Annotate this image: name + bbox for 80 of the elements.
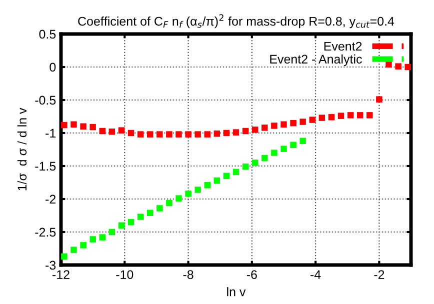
point — [232, 129, 240, 136]
point — [80, 242, 86, 248]
y-tick-label: -2.5 — [35, 228, 56, 237]
point — [194, 186, 201, 193]
x-tick-label: -4 — [310, 270, 321, 279]
y-tick-label: -1.5 — [35, 162, 56, 171]
point — [395, 63, 402, 70]
point — [300, 138, 306, 144]
point — [90, 236, 96, 242]
point — [356, 112, 364, 118]
point — [280, 121, 287, 128]
point — [194, 131, 201, 138]
point — [223, 130, 230, 136]
x-tick-label: -10 — [116, 270, 134, 280]
point — [185, 190, 192, 197]
point — [108, 128, 116, 135]
point — [242, 164, 249, 170]
point — [290, 120, 296, 126]
point — [347, 112, 354, 118]
y-axis-title: 1/σ d σ / d ln v — [17, 108, 27, 190]
point — [252, 126, 258, 133]
point — [280, 146, 287, 152]
point — [90, 124, 96, 130]
point — [156, 205, 163, 212]
point — [328, 114, 335, 120]
point — [232, 168, 240, 176]
point — [376, 96, 382, 102]
x-tick-label: -2 — [374, 270, 384, 279]
point — [137, 214, 144, 220]
point — [204, 131, 210, 138]
chart-title: Coefficient of C$_{F}$ n$_{f}$ (α$_{s}$/π)$^{2}$ for mass-drop R=0.8, y$_{cut}$=0.4 — [78, 14, 394, 28]
point — [146, 210, 154, 216]
x-axis-title: ln v — [227, 287, 246, 296]
point — [128, 218, 134, 226]
point — [70, 121, 77, 128]
point — [214, 130, 220, 137]
point — [146, 131, 154, 138]
point — [214, 177, 220, 184]
point — [80, 123, 86, 130]
point — [309, 116, 316, 123]
point — [176, 195, 182, 202]
y-tick-label: -3 — [46, 260, 56, 270]
point — [223, 172, 230, 180]
point — [99, 234, 106, 240]
point — [118, 127, 125, 134]
legend-label: Event2 — [324, 42, 362, 51]
point — [70, 246, 77, 253]
point — [61, 122, 68, 128]
x-tick-label: -12 — [52, 270, 70, 279]
point — [271, 150, 278, 156]
point — [242, 128, 249, 134]
point — [166, 200, 172, 206]
point — [166, 131, 172, 138]
legend-label: Event2 - Analytic — [270, 54, 362, 66]
point — [137, 131, 144, 138]
point — [366, 112, 373, 118]
y-tick-label: 0 — [50, 62, 56, 72]
point — [300, 118, 306, 125]
point — [156, 131, 163, 138]
point — [128, 130, 134, 136]
y-tick-label: -2 — [46, 194, 56, 204]
x-tick-label: -6 — [246, 270, 257, 280]
point — [118, 222, 125, 229]
point — [185, 131, 192, 138]
point — [108, 228, 116, 236]
y-tick-label: -0.5 — [35, 96, 56, 105]
point — [252, 160, 258, 166]
point — [204, 182, 210, 188]
point — [271, 122, 278, 129]
point — [99, 128, 106, 134]
point — [61, 253, 68, 260]
point — [176, 131, 182, 138]
point — [318, 114, 326, 121]
x-tick-label: -8 — [183, 270, 194, 280]
y-tick-label: -1 — [46, 128, 56, 138]
point — [290, 142, 296, 148]
point — [262, 154, 268, 162]
y-tick-label: 0.5 — [39, 30, 56, 39]
point — [338, 112, 344, 119]
point — [262, 124, 268, 131]
